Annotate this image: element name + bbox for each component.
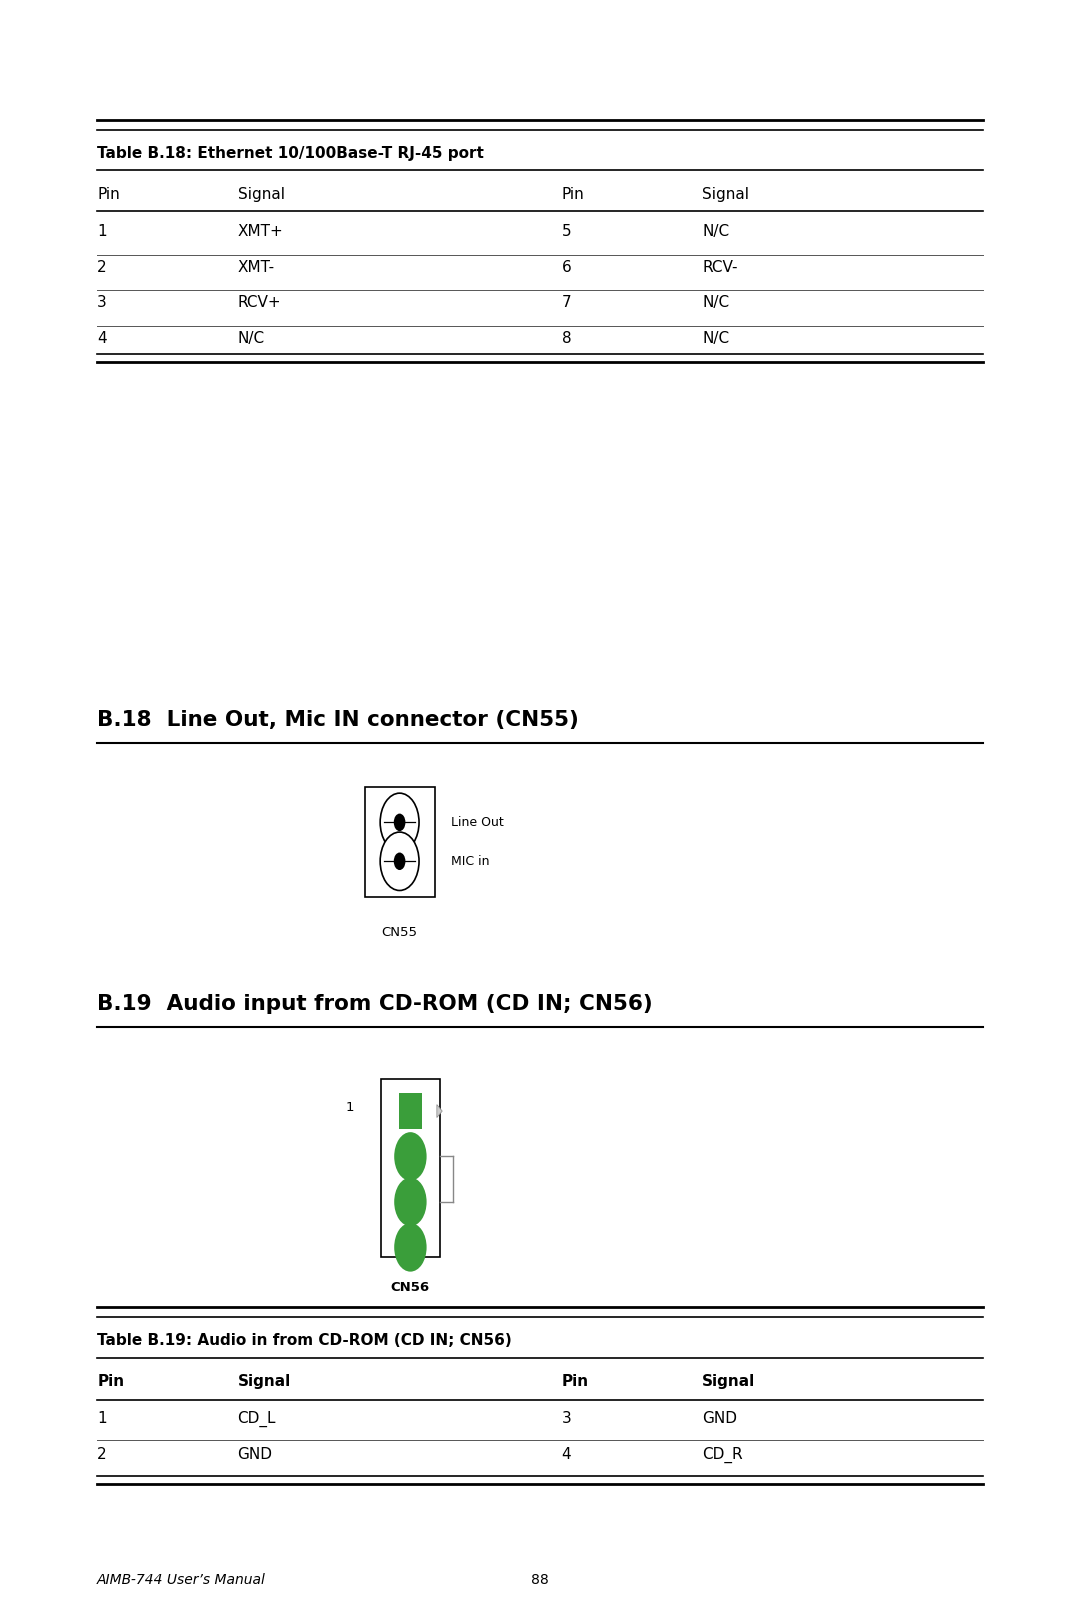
Text: Table B.19: Audio in from CD-ROM (CD IN; CN56): Table B.19: Audio in from CD-ROM (CD IN;… bbox=[97, 1333, 512, 1348]
Text: RCV-: RCV- bbox=[702, 260, 738, 274]
Text: N/C: N/C bbox=[238, 331, 265, 345]
Text: Signal: Signal bbox=[702, 187, 750, 201]
Text: CN55: CN55 bbox=[381, 926, 418, 939]
Text: 7: 7 bbox=[562, 295, 571, 310]
Text: Line Out: Line Out bbox=[451, 816, 503, 829]
Circle shape bbox=[394, 853, 405, 869]
Text: XMT-: XMT- bbox=[238, 260, 274, 274]
Text: 4: 4 bbox=[562, 1447, 571, 1461]
Text: 1: 1 bbox=[346, 1101, 353, 1114]
Text: 1: 1 bbox=[97, 1411, 107, 1426]
Text: GND: GND bbox=[702, 1411, 737, 1426]
Text: 1: 1 bbox=[97, 224, 107, 238]
Text: CN56: CN56 bbox=[391, 1281, 430, 1294]
Text: N/C: N/C bbox=[702, 224, 729, 238]
Text: 3: 3 bbox=[97, 295, 107, 310]
Text: 5: 5 bbox=[562, 224, 571, 238]
Text: Signal: Signal bbox=[238, 1374, 291, 1388]
Text: 88: 88 bbox=[531, 1573, 549, 1588]
Text: 2: 2 bbox=[97, 1447, 107, 1461]
Text: 3: 3 bbox=[562, 1411, 571, 1426]
Text: Signal: Signal bbox=[238, 187, 285, 201]
Text: B.18  Line Out, Mic IN connector (CN55): B.18 Line Out, Mic IN connector (CN55) bbox=[97, 710, 579, 730]
Circle shape bbox=[394, 1178, 427, 1226]
Text: AIMB-744 User’s Manual: AIMB-744 User’s Manual bbox=[97, 1573, 266, 1588]
Text: 2: 2 bbox=[97, 260, 107, 274]
Text: Pin: Pin bbox=[97, 187, 120, 201]
Text: Table B.18: Ethernet 10/100Base-T RJ-45 port: Table B.18: Ethernet 10/100Base-T RJ-45 … bbox=[97, 146, 484, 161]
Text: Signal: Signal bbox=[702, 1374, 755, 1388]
Text: Pin: Pin bbox=[562, 187, 584, 201]
Text: CD_L: CD_L bbox=[238, 1411, 276, 1427]
Polygon shape bbox=[436, 1105, 443, 1118]
Text: 4: 4 bbox=[97, 331, 107, 345]
Circle shape bbox=[380, 832, 419, 890]
Text: 8: 8 bbox=[562, 331, 571, 345]
Text: B.19  Audio input from CD-ROM (CD IN; CN56): B.19 Audio input from CD-ROM (CD IN; CN5… bbox=[97, 994, 653, 1014]
Text: N/C: N/C bbox=[702, 295, 729, 310]
Circle shape bbox=[394, 1132, 427, 1181]
Text: MIC in: MIC in bbox=[451, 855, 489, 868]
Text: Pin: Pin bbox=[97, 1374, 124, 1388]
Circle shape bbox=[380, 793, 419, 852]
Text: CD_R: CD_R bbox=[702, 1447, 743, 1463]
Text: RCV+: RCV+ bbox=[238, 295, 281, 310]
Bar bbox=[365, 787, 434, 897]
Bar bbox=[399, 1093, 422, 1129]
Text: XMT+: XMT+ bbox=[238, 224, 283, 238]
Text: GND: GND bbox=[238, 1447, 272, 1461]
Circle shape bbox=[394, 814, 405, 830]
Text: 6: 6 bbox=[562, 260, 571, 274]
Text: Pin: Pin bbox=[562, 1374, 589, 1388]
Text: N/C: N/C bbox=[702, 331, 729, 345]
Bar bbox=[380, 1079, 441, 1257]
Circle shape bbox=[394, 1223, 427, 1272]
